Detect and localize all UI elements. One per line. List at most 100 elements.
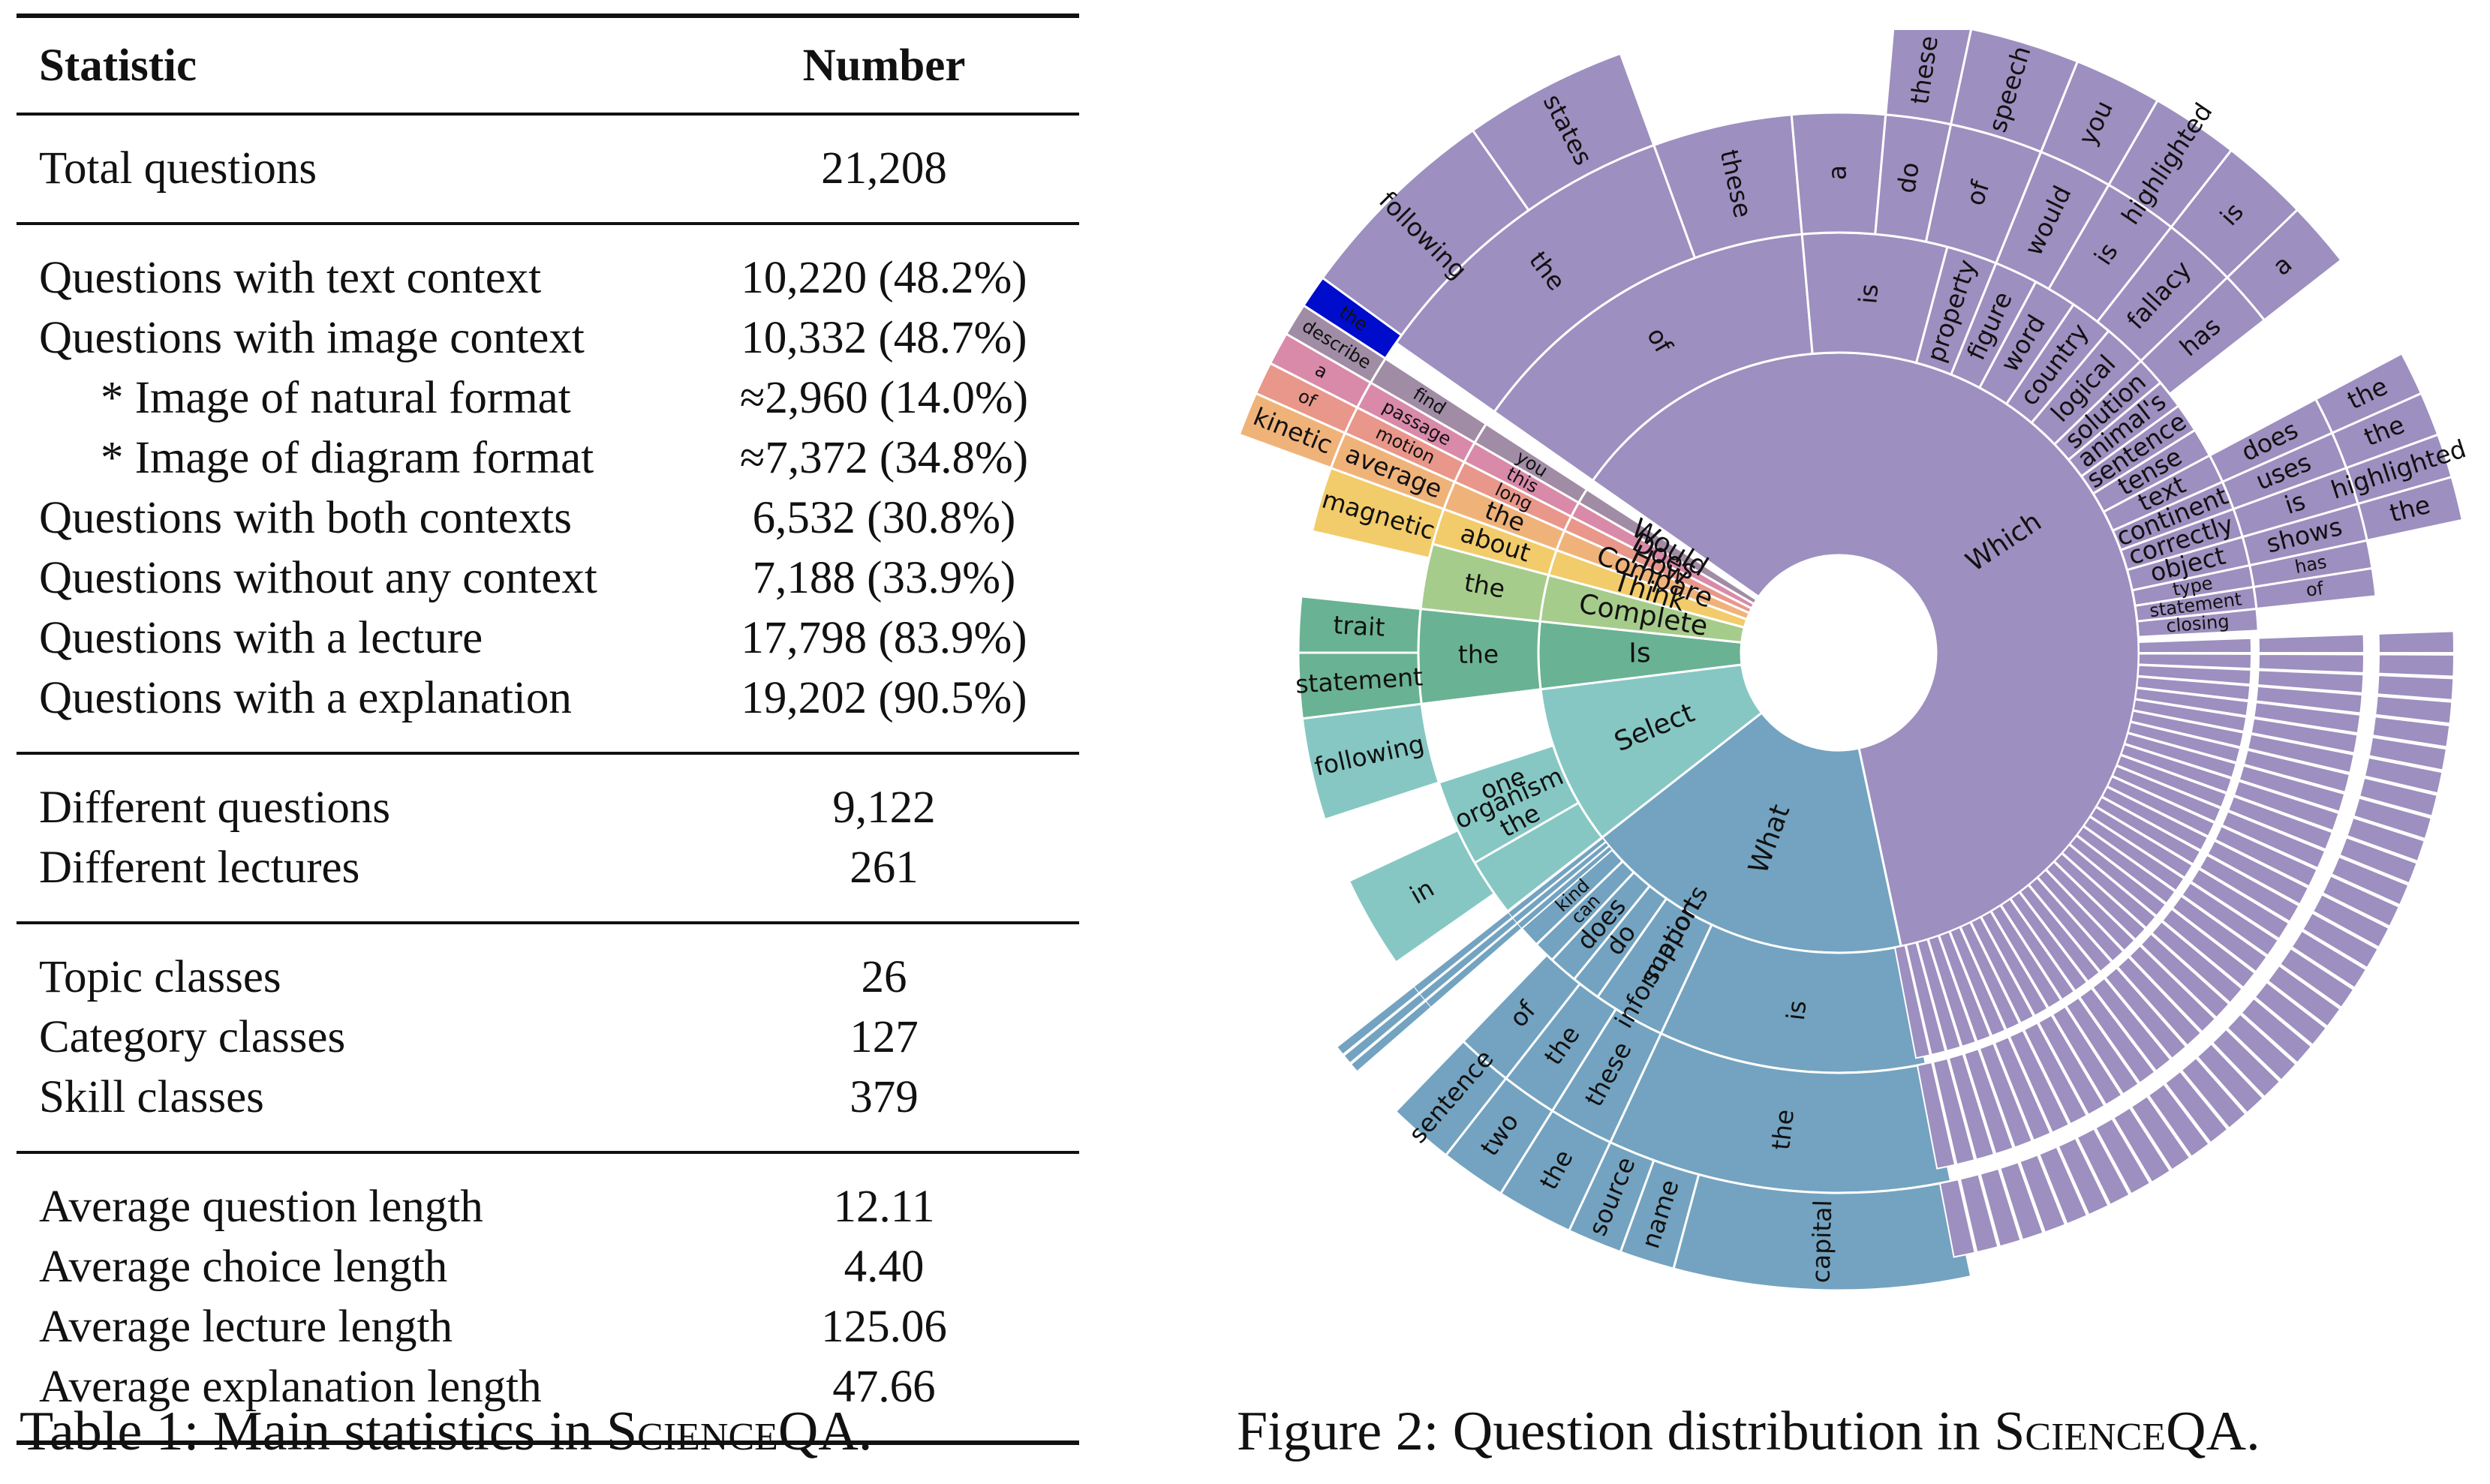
sunburst-minor-wedge <box>2104 966 2188 1060</box>
sunburst-minor-wedge <box>2045 861 2136 952</box>
sunburst-label-l2: is <box>1853 283 1884 305</box>
sunburst-minor-wedge <box>1337 986 1420 1055</box>
sunburst-minor-wedge <box>1938 1178 1976 1258</box>
sunburst-minor-wedge <box>1949 926 2007 1037</box>
sunburst-wedge-l3-19 <box>1347 828 1496 965</box>
sunburst-minor-wedge <box>2198 854 2300 923</box>
sunburst-label-l2: is <box>1781 999 1812 1022</box>
row-value: ≈7,372 (34.8%) <box>739 432 1029 483</box>
sunburst-minor-wedge <box>2253 701 2362 734</box>
row-label: Topic classes <box>17 921 689 1007</box>
sunburst-minor-wedge <box>2028 876 2113 973</box>
row-label: Questions with both contexts <box>39 492 572 543</box>
sunburst-minor-wedge <box>2214 825 2318 888</box>
row-label: Average question length <box>17 1151 689 1236</box>
row-label: Average choice length <box>39 1241 448 1292</box>
sunburst-label-l1: Is <box>1628 638 1651 668</box>
sunburst-minor-wedge <box>2128 944 2217 1033</box>
sunburst-minor-wedge <box>2095 796 2202 865</box>
sunburst-minor-wedge <box>2353 797 2433 840</box>
sunburst-minor-wedge <box>1938 930 1992 1043</box>
sunburst-minor-wedge <box>2130 710 2245 748</box>
header-statistic: Statistic <box>17 14 689 114</box>
sunburst-minor-wedge <box>2338 836 2418 885</box>
row-label: Questions without any context <box>39 552 597 603</box>
table-row: Different questions 9,122 <box>17 752 1079 837</box>
sunburst-minor-wedge <box>2302 912 2379 969</box>
sunburst-minor-wedge <box>2037 1014 2106 1116</box>
figure-caption-prefix: Figure 2: Question distribution in <box>1237 1401 1995 1462</box>
row-label: Questions with text context <box>17 222 689 308</box>
sunburst-label-l3: of <box>2305 578 2325 601</box>
sunburst-minor-wedge <box>2374 695 2453 725</box>
row-value: 21,208 <box>689 113 1079 224</box>
row-value: 4.40 <box>844 1241 925 1292</box>
sunburst-minor-wedge <box>1959 1173 1999 1254</box>
sunburst-minor-wedge <box>1916 938 1962 1052</box>
sunburst-minor-wedge <box>1970 916 2035 1024</box>
sunburst-minor-wedge <box>2053 852 2147 941</box>
table-row: Questions with a lecture 17,798 (83.9%) <box>17 608 1079 668</box>
sunburst-minor-wedge <box>2147 1083 2210 1158</box>
sunburst-minor-wedge <box>2092 977 2172 1072</box>
sunburst-minor-wedge <box>2076 1128 2131 1206</box>
row-value: 6,532 (30.8%) <box>752 492 1016 543</box>
sunburst-minor-wedge <box>2120 744 2233 794</box>
table-row: Questions with both contexts 6,532 (30.8%… <box>17 488 1079 548</box>
sunburst-minor-wedge <box>2137 664 2252 686</box>
sunburst-minor-wedge <box>2254 981 2328 1047</box>
sunburst-minor-wedge <box>2190 868 2290 940</box>
sunburst-minor-wedge <box>2151 921 2244 1004</box>
sunburst-minor-wedge <box>2255 685 2363 714</box>
sunburst-minor-wedge <box>2137 653 2253 670</box>
row-value: ≈2,960 (14.0%) <box>739 372 1029 423</box>
figure-caption-suffix: . <box>2246 1401 2260 1462</box>
sunburst-minor-wedge <box>1893 944 1932 1059</box>
table-row: * Image of natural format ≈2,960 (14.0%) <box>17 368 1079 428</box>
table-row: Skill classes 379 <box>17 1067 1079 1152</box>
row-value: 125.06 <box>821 1301 947 1352</box>
sunburst-minor-wedge <box>2257 653 2365 674</box>
sunburst-minor-wedge <box>2089 806 2194 879</box>
sunburst-minor-wedge <box>2233 780 2340 832</box>
sunburst-minor-wedge <box>1351 1001 1432 1072</box>
sunburst-minor-wedge <box>1963 1047 2014 1155</box>
row-label: Questions with a lecture <box>39 612 483 663</box>
sunburst-minor-wedge <box>2064 996 2140 1095</box>
row-value: 127 <box>850 1011 919 1062</box>
sunburst-minor-wedge <box>2206 840 2310 906</box>
sunburst-minor-wedge <box>2363 756 2443 795</box>
row-value: 26 <box>689 921 1079 1007</box>
row-label: Total questions <box>17 113 689 224</box>
table-row: Average lecture length 125.06 <box>17 1296 1079 1356</box>
sunburst-wedge-l4-17 <box>1394 1039 1508 1157</box>
sunburst-minor-wedge <box>1959 921 2021 1031</box>
sunburst-minor-wedge <box>2376 674 2455 701</box>
sunburst-minor-wedge <box>2000 898 2076 1001</box>
row-value: 7,188 (33.9%) <box>752 552 1016 603</box>
row-label: Questions with a explanation <box>39 672 572 723</box>
sunburst-minor-wedge <box>2161 908 2257 989</box>
table-row: Questions with text context 10,220 (48.2%… <box>17 222 1079 308</box>
sunburst-minor-wedge <box>2266 964 2341 1028</box>
sunburst-minor-wedge <box>2124 732 2237 779</box>
row-value: 379 <box>850 1071 919 1122</box>
sunburst-minor-wedge <box>2246 733 2355 774</box>
row-label: Average explanation length <box>17 1356 689 1445</box>
table-row: Average explanation length 47.66 <box>17 1356 1079 1445</box>
sunburst-minor-wedge <box>2137 637 2253 653</box>
table-caption: Table 1: Main statistics in ScienceQA. <box>20 1400 872 1464</box>
sunburst-minor-wedge <box>2132 698 2248 733</box>
row-value: 261 <box>850 842 919 893</box>
sunburst-wedge-l3-14 <box>2252 566 2377 611</box>
row-label: Different questions <box>17 752 689 837</box>
sunburst-wedge-l4-11 <box>2356 475 2464 542</box>
sunburst-minor-wedge <box>2321 875 2401 927</box>
sunburst-minor-wedge <box>2278 947 2355 1009</box>
question-distribution-sunburst: WhichWhatSelectIsCompleteThinkCompareHow… <box>1237 30 2470 1292</box>
row-value: 10,332 (48.7%) <box>741 312 1027 363</box>
row-label: Different lectures <box>39 842 360 893</box>
sunburst-label-l4: capital <box>1806 1200 1838 1284</box>
sunburst-minor-wedge <box>1980 910 2049 1017</box>
sunburst-wedge-l4-1 <box>1471 52 1655 212</box>
